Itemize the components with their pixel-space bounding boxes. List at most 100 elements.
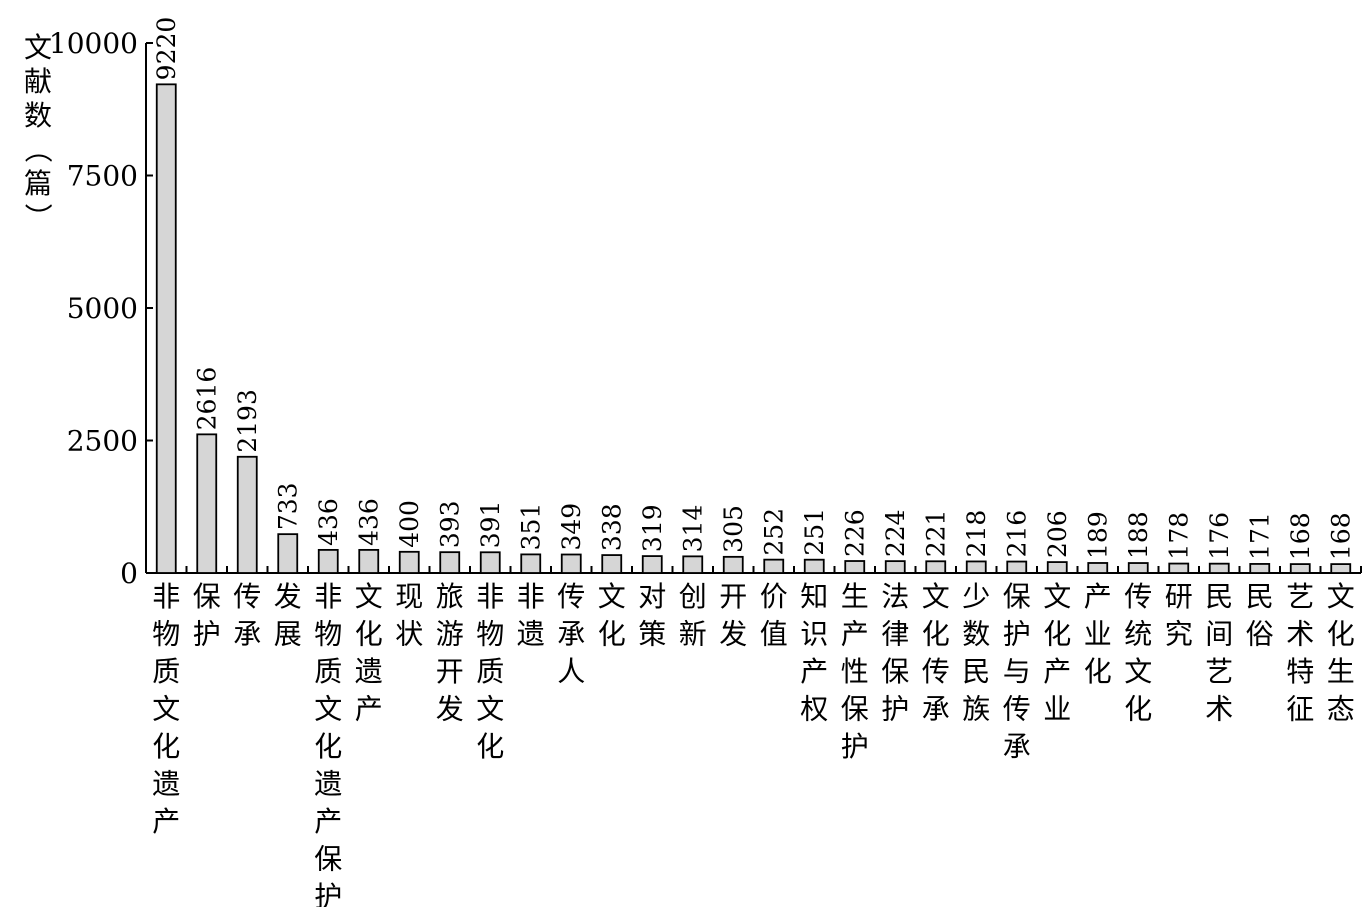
category-label-char: 业 [1084,618,1112,651]
data-label: 178 [1165,512,1194,560]
category-label-char: 质 [152,655,180,688]
category-label-char: 保 [1003,580,1031,613]
category-label-char: 质 [476,655,504,688]
y-tick-label: 10000 [49,27,138,60]
category-label-char: 护 [881,693,909,726]
bar [1168,562,1190,574]
category-label-char: 策 [638,618,666,651]
category-label-char: 化 [1327,618,1355,651]
data-label: 168 [1286,512,1315,560]
category-label-char: 新 [679,618,707,651]
category-label-char: 文 [1327,580,1355,613]
bar [560,553,582,574]
category-label-char: 非 [476,580,504,613]
bar [803,558,825,574]
category-label-char: 护 [193,618,221,651]
category-label-char: 产 [841,618,869,651]
y-tick-label: 5000 [67,292,138,325]
category-label-char: 知 [800,580,828,613]
category-label-char: 开 [719,580,747,613]
bar [1006,560,1028,574]
category-label-char: 传 [1003,693,1031,726]
bar [398,550,420,574]
y-axis-label: 文献数 （ 篇 ） [21,31,54,231]
category-label: 产业化 [1084,580,1112,688]
data-label: 2193 [233,389,262,453]
y-axis-label-char: （ [21,135,54,163]
data-label: 393 [436,500,465,548]
bar [479,551,501,574]
category-label-char: 民 [1205,580,1233,613]
category-label-char: 对 [638,580,666,613]
category-label: 传承人 [557,580,585,688]
category-label: 创新 [679,580,707,651]
data-label: 2616 [193,367,222,431]
category-label-char: 文 [922,580,950,613]
category-label-char: 数 [962,618,990,651]
category-label-char: 遗 [152,768,180,801]
category-label: 研究 [1165,580,1193,651]
category-label-char: 艺 [1205,655,1233,688]
category-label-char: 遗 [517,618,545,651]
data-label: 338 [598,503,627,551]
category-label-char: 特 [1286,655,1314,688]
category-label-char: 值 [760,618,788,651]
category-label-char: 价 [760,580,788,613]
category-label-char: 态 [1327,693,1355,726]
data-label: 188 [1124,511,1153,559]
category-label-char: 与 [1003,655,1031,688]
bar [439,551,461,574]
category-label-char: 化 [1084,655,1112,688]
bar [722,555,744,574]
data-label: 733 [274,482,303,530]
category-label-char: 非 [152,580,180,613]
data-label: 436 [314,498,343,546]
category-label-char: 生 [1327,655,1355,688]
category-label-char: 传 [557,580,585,613]
category-label-char: 保 [841,693,869,726]
y-axis-label-char: 献 [24,65,52,98]
category-label-char: 遗 [355,655,383,688]
category-label-char: 传 [922,655,950,688]
category-label-char: 术 [1286,618,1314,651]
bar [1046,561,1068,574]
category-label-char: 研 [1165,580,1193,613]
bar [277,533,299,574]
category-label-char: 遗 [314,768,342,801]
y-axis-label-char: 数 [24,99,52,132]
bar [925,560,947,574]
category-label-char: 民 [1246,580,1274,613]
category-label-char: 护 [841,730,869,763]
category-label-char: 业 [1043,693,1071,726]
category-label-char: 现 [395,580,423,613]
y-tick-label: 2500 [67,425,138,458]
bar [196,433,218,574]
y-tick-label: 7500 [67,160,138,193]
bar [641,555,663,574]
category-label-char: 非 [314,580,342,613]
category-label-char: 统 [1124,618,1152,651]
category-label-char: 产 [152,805,180,838]
category-label-char: 文 [1124,655,1152,688]
category-label-char: 发 [274,580,302,613]
category-label-char: 权 [800,693,828,726]
y-tick-label: 0 [120,557,138,590]
bar [1208,562,1230,574]
bar [236,455,258,574]
category-label: 发展 [274,580,302,651]
category-label-char: 发 [436,693,464,726]
category-label-char: 保 [193,580,221,613]
y-axis: 0 2500 5000 7500 10000 [49,27,153,590]
value-labels: 9220 2616 2193 733 436 436 400 393 391 351 349 338 3… [152,17,1356,560]
category-label: 现状 [395,580,423,651]
data-label: 218 [962,510,991,558]
bars [155,83,1352,574]
data-label: 171 [1246,512,1275,560]
